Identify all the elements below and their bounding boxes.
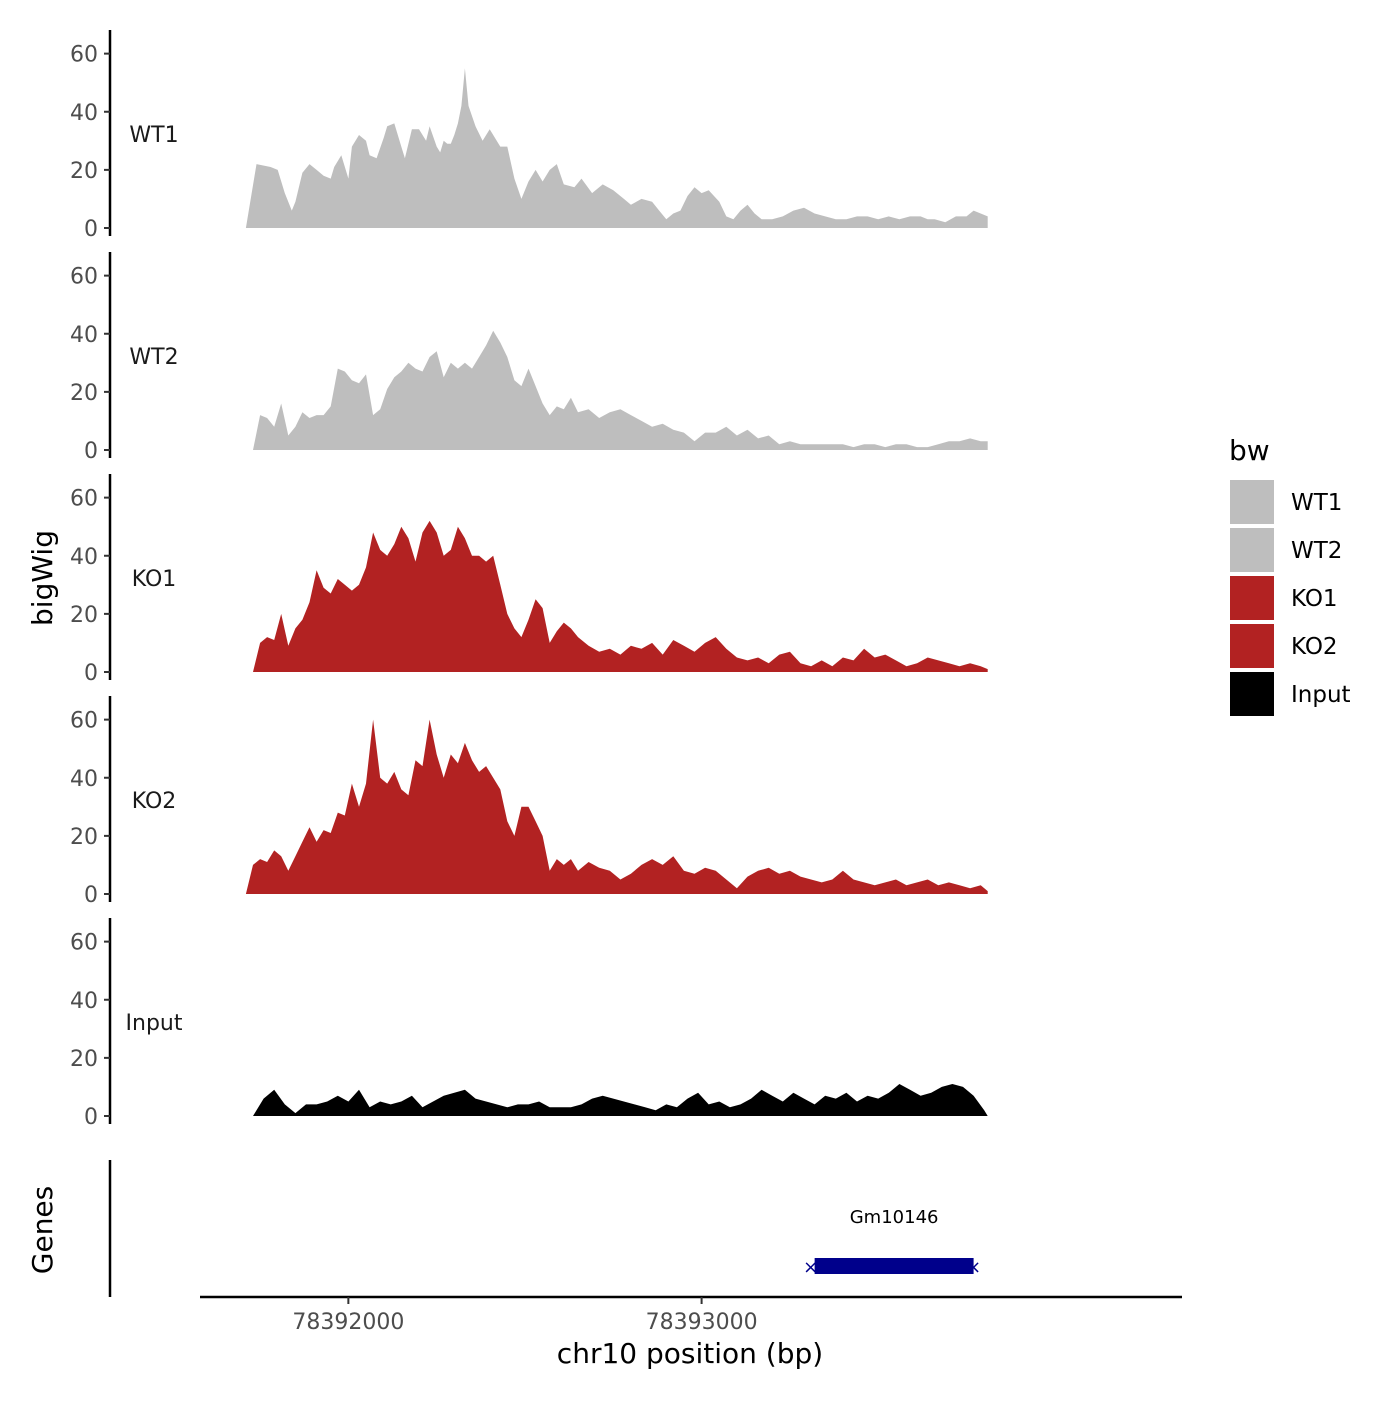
track-panels: 0 20 40 60 WT1 0 20 40 60 WT2 0 20 40 60 KO1 0 20 40 60 KO2…	[70, 30, 988, 1130]
y-tick-label: 60	[70, 43, 98, 68]
y-tick-label: 20	[70, 1047, 98, 1072]
gene-strand-marker: ×	[966, 1257, 981, 1278]
track-label-wt1: WT1	[129, 123, 178, 148]
y-tick-label: 60	[70, 931, 98, 956]
legend-entry-ko1: KO1	[1230, 576, 1338, 620]
gene-strand-marker: ×	[803, 1257, 818, 1278]
y-tick-label: 40	[70, 989, 98, 1014]
legend-swatch	[1230, 672, 1274, 716]
y-tick-label: 20	[70, 381, 98, 406]
area-wt1	[245, 68, 988, 228]
area-wt2	[253, 330, 988, 450]
x-tick-label: 78392000	[292, 1310, 404, 1335]
legend-label: WT2	[1291, 538, 1342, 564]
track-panel-ko2: 0 20 40 60 KO2	[70, 696, 988, 908]
track-panel-wt2: 0 20 40 60 WT2	[70, 252, 988, 464]
track-panel-ko1: 0 20 40 60 KO1	[70, 474, 988, 686]
y-tick-label: 20	[70, 825, 98, 850]
track-panel-wt1: 0 20 40 60 WT1	[70, 30, 988, 242]
y-tick-label: 0	[84, 661, 98, 686]
y-tick-label: 40	[70, 545, 98, 570]
y-tick-label: 0	[84, 1105, 98, 1130]
y-tick-label: 60	[70, 709, 98, 734]
area-input	[253, 1084, 988, 1116]
genes-panel: × × Gm10146	[108, 1160, 981, 1297]
track-panel-input: 0 20 40 60 Input	[70, 918, 988, 1130]
y-tick-label: 0	[84, 439, 98, 464]
legend-entry-wt1: WT1	[1230, 480, 1342, 524]
legend-label: Input	[1291, 682, 1351, 708]
track-label-ko2: KO2	[132, 789, 177, 814]
track-label-wt2: WT2	[129, 345, 178, 370]
track-label-input: Input	[126, 1011, 183, 1036]
legend-label: WT1	[1291, 490, 1342, 516]
legend-entry-input: Input	[1230, 672, 1351, 716]
legend-swatch	[1230, 528, 1274, 572]
genes-axis-label: Genes	[26, 1186, 59, 1274]
legend-title: bw	[1229, 434, 1270, 467]
legend-label: KO2	[1291, 634, 1338, 660]
legend-label: KO1	[1291, 586, 1338, 612]
y-tick-label: 20	[70, 159, 98, 184]
y-tick-label: 40	[70, 101, 98, 126]
gene-gm10146: × × Gm10146	[803, 1207, 981, 1278]
x-axis: 78392000 78393000	[200, 1295, 1182, 1335]
track-label-ko1: KO1	[132, 567, 177, 592]
y-tick-label: 60	[70, 487, 98, 512]
x-axis-label: chr10 position (bp)	[557, 1337, 823, 1370]
legend: bw WT1 WT2 KO1 KO2 Input	[1229, 434, 1351, 716]
legend-entry-wt2: WT2	[1230, 528, 1342, 572]
area-ko1	[253, 520, 988, 672]
legend-swatch	[1230, 480, 1274, 524]
y-tick-label: 40	[70, 767, 98, 792]
y-axis-label: bigWig	[26, 530, 59, 626]
gene-label: Gm10146	[850, 1207, 939, 1228]
legend-swatch	[1230, 624, 1274, 668]
y-tick-label: 60	[70, 265, 98, 290]
y-tick-label: 20	[70, 603, 98, 628]
y-tick-label: 40	[70, 323, 98, 348]
x-tick-label: 78393000	[646, 1310, 758, 1335]
legend-entry-ko2: KO2	[1230, 624, 1338, 668]
legend-swatch	[1230, 576, 1274, 620]
y-tick-label: 0	[84, 217, 98, 242]
area-ko2	[245, 719, 988, 894]
y-tick-label: 0	[84, 883, 98, 908]
gene-body	[814, 1258, 974, 1274]
